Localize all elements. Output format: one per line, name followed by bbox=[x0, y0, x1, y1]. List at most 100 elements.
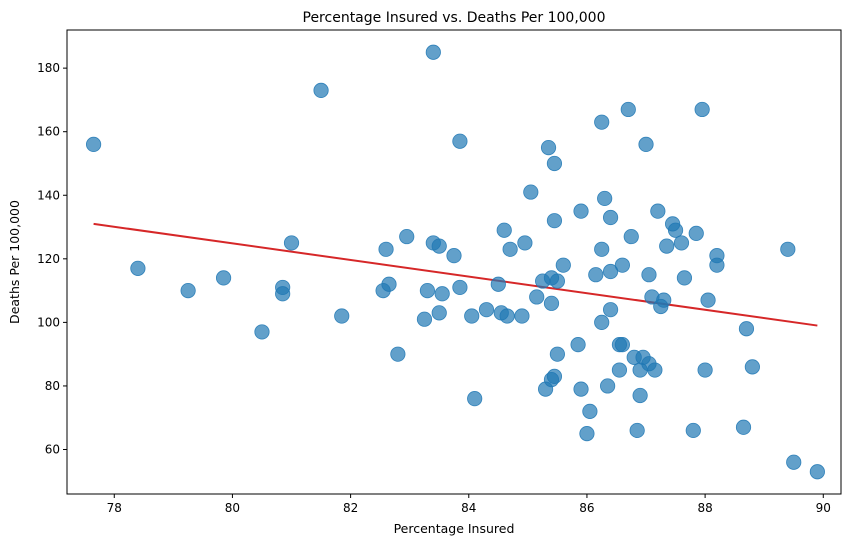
trendline-layer bbox=[93, 222, 818, 327]
x-axis-label: Percentage Insured bbox=[394, 521, 515, 536]
data-point bbox=[697, 362, 713, 378]
data-point bbox=[700, 292, 716, 308]
x-tick-label: 78 bbox=[107, 501, 122, 515]
x-tick-label: 90 bbox=[816, 501, 831, 515]
data-point bbox=[650, 203, 666, 219]
data-point bbox=[611, 362, 628, 378]
data-point bbox=[283, 235, 300, 251]
plot-frame bbox=[66, 29, 842, 495]
data-point bbox=[809, 464, 825, 480]
data-point bbox=[540, 139, 557, 156]
x-tick-label: 80 bbox=[225, 501, 240, 515]
data-point bbox=[490, 276, 506, 292]
data-point bbox=[546, 213, 563, 229]
data-point bbox=[738, 321, 755, 337]
data-point bbox=[546, 368, 563, 385]
data-point bbox=[446, 248, 462, 264]
y-axis: 60 80 100 120 140 160 180 bbox=[37, 61, 67, 457]
data-point bbox=[478, 302, 495, 318]
x-axis: 78 80 82 84 86 88 90 bbox=[107, 494, 831, 515]
y-tick-label: 120 bbox=[37, 252, 60, 266]
data-point bbox=[419, 283, 436, 299]
y-tick-label: 140 bbox=[37, 188, 60, 202]
data-point bbox=[390, 346, 406, 362]
data-point bbox=[431, 305, 447, 321]
chart-title: Percentage Insured vs. Deaths Per 100,00… bbox=[303, 10, 606, 26]
data-point bbox=[381, 276, 397, 292]
data-point bbox=[523, 184, 539, 200]
data-point bbox=[275, 286, 291, 302]
data-point bbox=[673, 235, 690, 251]
y-tick-label: 60 bbox=[45, 443, 60, 457]
data-point bbox=[632, 387, 648, 404]
data-point bbox=[549, 273, 565, 289]
data-point bbox=[594, 114, 610, 130]
data-point bbox=[594, 314, 610, 330]
data-point bbox=[582, 403, 598, 419]
data-point bbox=[517, 235, 533, 251]
data-point bbox=[452, 133, 468, 149]
data-point bbox=[502, 241, 518, 257]
data-point bbox=[254, 324, 270, 340]
data-point bbox=[529, 289, 545, 305]
data-point bbox=[676, 270, 693, 286]
data-point bbox=[85, 136, 102, 153]
data-point bbox=[570, 337, 586, 353]
data-point bbox=[688, 225, 704, 241]
data-point bbox=[543, 295, 560, 311]
data-point bbox=[780, 241, 796, 257]
data-point bbox=[744, 359, 760, 375]
data-point bbox=[549, 346, 565, 362]
data-point bbox=[647, 362, 663, 378]
data-point bbox=[452, 279, 468, 296]
data-point bbox=[694, 101, 710, 118]
data-point bbox=[378, 241, 394, 257]
data-point bbox=[416, 311, 433, 327]
data-point bbox=[709, 257, 725, 273]
data-point bbox=[685, 422, 701, 439]
data-point bbox=[641, 267, 657, 283]
data-point bbox=[334, 308, 350, 324]
data-point bbox=[786, 454, 802, 470]
data-point bbox=[659, 238, 675, 254]
data-point bbox=[602, 209, 619, 226]
data-point bbox=[431, 238, 447, 254]
data-point bbox=[464, 308, 480, 324]
data-point bbox=[602, 263, 619, 280]
data-point bbox=[735, 419, 752, 435]
data-point bbox=[629, 422, 645, 439]
x-tick-label: 86 bbox=[579, 501, 594, 515]
x-tick-label: 84 bbox=[461, 501, 476, 515]
data-point bbox=[597, 190, 613, 207]
data-point bbox=[573, 203, 589, 219]
data-point bbox=[130, 260, 146, 276]
data-point bbox=[573, 381, 589, 397]
data-point bbox=[425, 44, 441, 60]
data-point bbox=[499, 308, 515, 324]
data-point bbox=[614, 337, 630, 353]
data-point bbox=[594, 241, 610, 257]
x-tick-label: 88 bbox=[697, 501, 712, 515]
data-point bbox=[614, 257, 630, 273]
trend-line bbox=[93, 222, 818, 327]
data-point bbox=[620, 101, 636, 118]
data-point bbox=[514, 308, 530, 324]
x-tick-label: 82 bbox=[343, 501, 358, 515]
y-axis-label: Deaths Per 100,000 bbox=[7, 200, 22, 324]
data-point bbox=[579, 426, 595, 442]
data-point bbox=[399, 228, 415, 245]
data-point bbox=[313, 82, 329, 98]
data-point bbox=[434, 286, 450, 302]
data-point bbox=[588, 267, 604, 283]
y-tick-label: 80 bbox=[45, 379, 60, 393]
data-point bbox=[600, 378, 616, 394]
data-point bbox=[555, 257, 571, 273]
y-tick-label: 100 bbox=[37, 315, 60, 329]
data-point bbox=[467, 391, 483, 407]
data-point bbox=[546, 155, 563, 172]
points-layer bbox=[85, 44, 825, 480]
data-point bbox=[623, 228, 639, 245]
data-point bbox=[656, 292, 672, 308]
y-tick-label: 160 bbox=[37, 125, 60, 139]
